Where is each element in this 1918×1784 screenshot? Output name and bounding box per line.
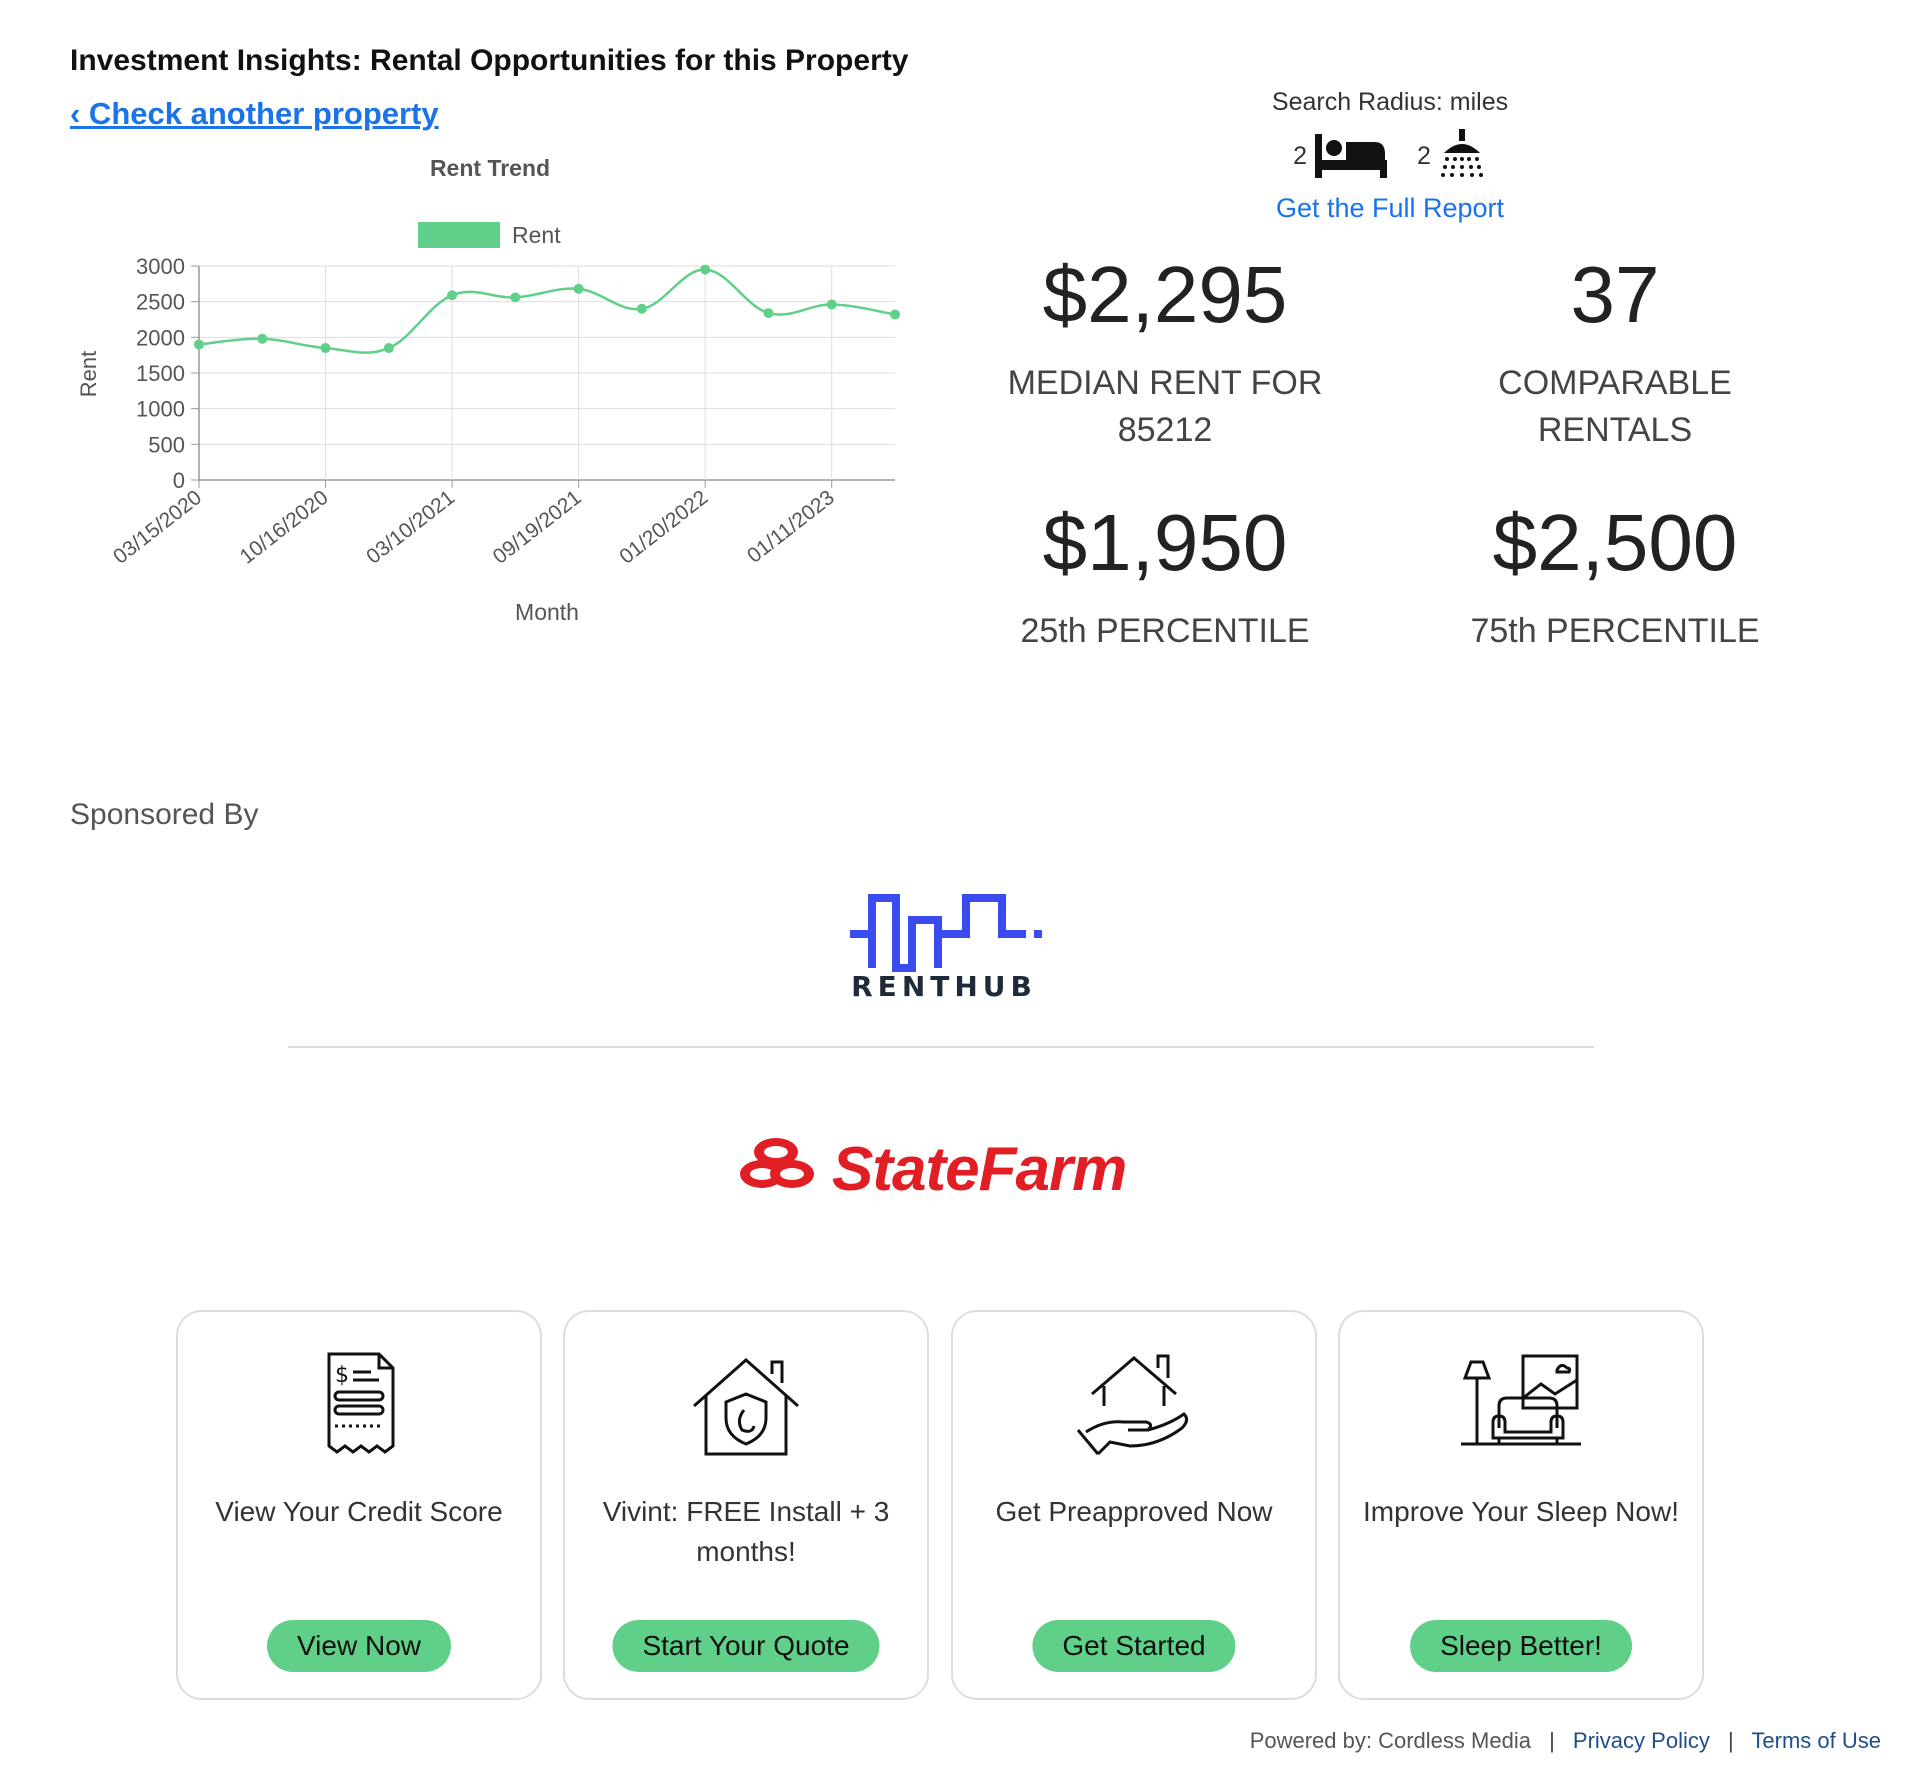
data-point[interactable] [320, 343, 331, 354]
living-room-icon [1461, 1354, 1581, 1446]
median-rent-stat: $2,295 MEDIAN RENT FOR 85212 [940, 250, 1390, 454]
median-rent-label: MEDIAN RENT FOR 85212 [940, 360, 1390, 454]
data-point[interactable] [700, 264, 711, 275]
data-point[interactable] [890, 309, 900, 320]
beds-count: 2 [1293, 132, 1389, 180]
footer-separator: | [1727, 1728, 1734, 1753]
renthub-wordmark: RENTHUB [851, 970, 1037, 1002]
chart-grid [198, 265, 895, 481]
powered-by-text: Powered by: Cordless Media [1249, 1728, 1531, 1753]
sleep-better-button[interactable]: Sleep Better! [1410, 1620, 1632, 1672]
x-tick-label: 09/19/2021 [489, 486, 586, 569]
start-your-quote-button[interactable]: Start Your Quote [612, 1620, 880, 1672]
x-axis-label: Month [515, 599, 579, 625]
statefarm-ovals-icon [740, 1138, 814, 1188]
full-report-link[interactable]: Get the Full Report [1275, 193, 1505, 223]
median-rent-value: $2,295 [1042, 250, 1288, 339]
comparable-rentals-label: COMPARABLE RENTALS [1390, 360, 1840, 454]
rent-trend-chart: Rent Trend Rent Rent Month 0 500 1000 1500 2… [70, 150, 930, 650]
baths-value: 2 [1417, 141, 1431, 170]
comparable-rentals-stat: 37 COMPARABLE RENTALS [1390, 250, 1840, 454]
footer: Powered by: Cordless Media | Privacy Pol… [1250, 1728, 1881, 1754]
legend-label: Rent [512, 222, 561, 248]
offer-card-credit[interactable]: $ View Your Credit Score View Now [176, 1310, 542, 1700]
x-tick-label: 03/10/2021 [362, 486, 459, 569]
p25-label: 25th PERCENTILE [1020, 612, 1310, 650]
home-security-icon [693, 1357, 799, 1456]
offer-card-vivint[interactable]: Vivint: FREE Install + 3 months! Start Y… [563, 1310, 929, 1700]
search-radius-label: Search Radius: miles [1271, 88, 1509, 116]
comparable-label-line1: COMPARABLE [1498, 364, 1732, 402]
terms-of-use-link[interactable]: Terms of Use [1751, 1728, 1881, 1753]
sponsor-divider [288, 1046, 1594, 1048]
shower-icon [1440, 129, 1483, 177]
data-point[interactable] [447, 290, 458, 301]
y-tick-label: 500 [148, 432, 185, 457]
y-tick-label: 3000 [136, 254, 185, 279]
y-tick-label: 1500 [136, 361, 185, 386]
x-tick-label: 03/15/2020 [109, 486, 206, 569]
amenities-row: 2 2 [1190, 129, 1590, 183]
statefarm-logo[interactable]: StateFarm [736, 1130, 1146, 1200]
check-another-property-link[interactable]: ‹ Check another property [70, 96, 439, 131]
x-tick-label: 01/11/2023 [743, 486, 839, 568]
data-point[interactable] [636, 303, 647, 314]
y-axis-label: Rent [76, 351, 101, 397]
offer-text: Improve Your Sleep Now! [1363, 1496, 1679, 1527]
credit-report-icon: $ [327, 1352, 395, 1454]
data-point[interactable] [383, 343, 394, 354]
p25-stat: $1,950 25th PERCENTILE [940, 498, 1390, 655]
comparable-rentals-value: 37 [1570, 250, 1660, 339]
sponsored-by-label: Sponsored By [70, 798, 259, 831]
series-points [194, 264, 900, 354]
data-point[interactable] [826, 299, 837, 310]
median-rent-label-line1: MEDIAN RENT FOR [1007, 364, 1323, 402]
data-point[interactable] [257, 333, 268, 344]
footer-separator: | [1549, 1728, 1555, 1753]
search-summary: Search Radius: miles 2 2 [1190, 88, 1590, 224]
view-now-button[interactable]: View Now [267, 1620, 451, 1672]
offer-text: Vivint: FREE Install + 3 months! [602, 1496, 890, 1567]
data-point[interactable] [763, 308, 774, 319]
y-tick-label: 0 [173, 468, 185, 493]
p75-label: 75th PERCENTILE [1470, 612, 1760, 650]
y-tick-label: 2000 [136, 325, 185, 350]
x-tick-label: 10/16/2020 [236, 486, 333, 569]
offer-card-preapproved[interactable]: Get Preapproved Now Get Started [951, 1310, 1317, 1700]
rent-trend-chart-svg: Rent Trend Rent Rent Month 0 500 1000 1500 2… [76, 155, 900, 625]
beds-value: 2 [1293, 141, 1307, 170]
data-point[interactable] [194, 339, 204, 350]
svg-text:$: $ [335, 1363, 349, 1388]
get-started-button[interactable]: Get Started [1032, 1620, 1236, 1672]
p75-value: $2,500 [1492, 498, 1738, 587]
data-point[interactable] [510, 292, 521, 303]
comparable-label-line2: RENTALS [1537, 411, 1693, 449]
house-in-hand-icon [1076, 1354, 1189, 1456]
statefarm-wordmark: StateFarm [832, 1135, 1126, 1200]
page-title: Investment Insights: Rental Opportunitie… [70, 44, 909, 77]
x-axis: 03/15/2020 10/16/2020 03/10/2021 09/19/2021… [109, 480, 839, 569]
legend-swatch[interactable] [418, 222, 500, 248]
bed-icon [1315, 134, 1387, 178]
median-rent-zip: 85212 [1117, 411, 1213, 449]
privacy-policy-link[interactable]: Privacy Policy [1572, 1728, 1710, 1753]
chart-title: Rent Trend [430, 155, 550, 181]
y-axis: 0 500 1000 1500 2000 2500 3000 [136, 254, 199, 493]
series-line-rent [198, 268, 896, 354]
offer-card-sleep[interactable]: Improve Your Sleep Now! Sleep Better! [1338, 1310, 1704, 1700]
offer-text: View Your Credit Score [215, 1496, 503, 1527]
y-tick-label: 1000 [136, 397, 185, 422]
y-tick-label: 2500 [136, 290, 185, 315]
baths-count: 2 [1417, 129, 1487, 183]
x-tick-label: 01/20/2022 [615, 486, 712, 569]
p75-stat: $2,500 75th PERCENTILE [1390, 498, 1840, 655]
p25-value: $1,950 [1042, 498, 1288, 587]
renthub-logo[interactable]: RENTHUB [846, 872, 1042, 1002]
data-point[interactable] [573, 283, 584, 294]
offer-text: Get Preapproved Now [995, 1496, 1273, 1527]
